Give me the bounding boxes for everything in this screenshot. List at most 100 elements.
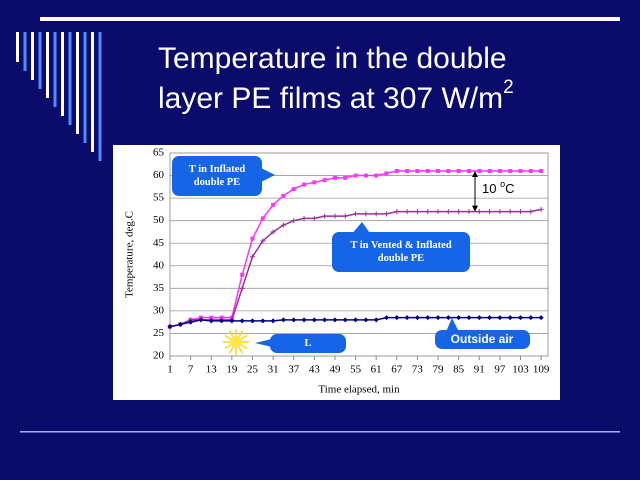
marker bbox=[353, 211, 359, 217]
deco-bar bbox=[46, 32, 49, 98]
marker bbox=[363, 211, 369, 217]
marker bbox=[342, 317, 348, 323]
marker bbox=[291, 317, 297, 323]
x-tick-label: 1 bbox=[167, 364, 173, 376]
marker bbox=[507, 209, 513, 215]
marker bbox=[260, 238, 266, 244]
marker bbox=[250, 236, 255, 241]
deco-bar bbox=[76, 32, 79, 134]
marker bbox=[353, 173, 358, 178]
marker bbox=[414, 209, 420, 215]
x-tick-label: 49 bbox=[329, 364, 341, 376]
marker bbox=[281, 193, 286, 198]
marker bbox=[260, 216, 265, 221]
marker bbox=[394, 209, 400, 215]
marker bbox=[311, 317, 317, 323]
x-tick-label: 73 bbox=[412, 364, 424, 376]
marker bbox=[538, 315, 544, 321]
marker bbox=[301, 215, 307, 221]
callout bbox=[270, 334, 346, 353]
marker bbox=[271, 202, 276, 207]
marker bbox=[363, 317, 369, 323]
callout-text: T in Vented & Inflated bbox=[350, 240, 451, 251]
marker bbox=[476, 209, 482, 215]
difference-number: 10 bbox=[482, 181, 500, 196]
marker bbox=[332, 213, 338, 219]
x-tick-label: 19 bbox=[226, 364, 238, 376]
marker bbox=[332, 317, 338, 323]
marker bbox=[302, 182, 307, 187]
marker bbox=[383, 211, 389, 217]
sun-ray bbox=[240, 334, 248, 340]
y-tick-label: 20 bbox=[153, 350, 165, 362]
deco-bar bbox=[23, 32, 27, 71]
sun-ray bbox=[228, 330, 234, 338]
marker bbox=[373, 211, 379, 217]
marker bbox=[167, 324, 173, 330]
marker bbox=[374, 173, 379, 178]
marker bbox=[487, 169, 492, 174]
marker bbox=[240, 272, 245, 277]
x-tick-label: 55 bbox=[350, 364, 362, 376]
x-tick-label: 97 bbox=[494, 364, 506, 376]
marker bbox=[239, 285, 245, 291]
x-tick-label: 13 bbox=[206, 364, 218, 376]
marker bbox=[219, 318, 225, 324]
marker bbox=[373, 317, 379, 323]
callout-text: double PE bbox=[194, 177, 240, 188]
marker bbox=[260, 318, 266, 324]
deco-bar bbox=[61, 32, 64, 116]
marker bbox=[312, 180, 317, 185]
marker bbox=[415, 169, 420, 174]
marker bbox=[311, 215, 317, 221]
marker bbox=[343, 175, 348, 180]
y-tick-label: 35 bbox=[153, 282, 165, 294]
marker bbox=[394, 169, 399, 174]
marker bbox=[404, 209, 410, 215]
marker bbox=[497, 209, 503, 215]
title-line: layer PE films at 307 W/m2 bbox=[158, 77, 514, 115]
x-tick-label: 7 bbox=[188, 364, 194, 376]
deco-bar bbox=[68, 32, 72, 125]
marker bbox=[229, 318, 235, 324]
marker bbox=[249, 318, 255, 324]
marker bbox=[322, 317, 328, 323]
x-tick-label: 109 bbox=[533, 364, 550, 376]
marker bbox=[435, 315, 441, 321]
x-tick-label: 67 bbox=[391, 364, 403, 376]
marker bbox=[384, 171, 389, 176]
marker bbox=[436, 169, 441, 174]
title-superscript: 2 bbox=[503, 77, 514, 98]
x-tick-label: 43 bbox=[309, 364, 321, 376]
marker bbox=[270, 229, 276, 235]
marker bbox=[291, 218, 297, 224]
marker bbox=[476, 315, 482, 321]
deco-bar bbox=[16, 32, 19, 62]
marker bbox=[528, 169, 533, 174]
y-tick-label: 60 bbox=[153, 169, 165, 181]
marker bbox=[270, 318, 276, 324]
x-tick-label: 37 bbox=[288, 364, 300, 376]
marker bbox=[435, 209, 441, 215]
difference-unit: C bbox=[505, 181, 514, 196]
marker bbox=[291, 187, 296, 192]
x-axis-label: Time elapsed, min bbox=[318, 384, 400, 396]
chart: 20 25 30 35 40 45 50 55 60 65 1 7 13 19 25 31 37 43 49 55 61… bbox=[124, 147, 550, 396]
marker bbox=[404, 315, 410, 321]
marker bbox=[188, 319, 194, 325]
marker bbox=[332, 175, 337, 180]
x-tick-label: 31 bbox=[268, 364, 279, 376]
marker bbox=[445, 315, 451, 321]
marker bbox=[456, 315, 462, 321]
x-tick-label: 91 bbox=[474, 364, 485, 376]
deco-bar bbox=[91, 32, 94, 152]
callout-text: L bbox=[304, 338, 311, 349]
marker bbox=[466, 315, 472, 321]
y-tick-label: 45 bbox=[153, 237, 165, 249]
marker bbox=[383, 315, 389, 321]
sun-ray bbox=[224, 344, 232, 350]
callout bbox=[332, 232, 470, 272]
sun-ray bbox=[240, 344, 248, 350]
x-tick-label: 103 bbox=[512, 364, 529, 376]
callout bbox=[435, 330, 530, 349]
